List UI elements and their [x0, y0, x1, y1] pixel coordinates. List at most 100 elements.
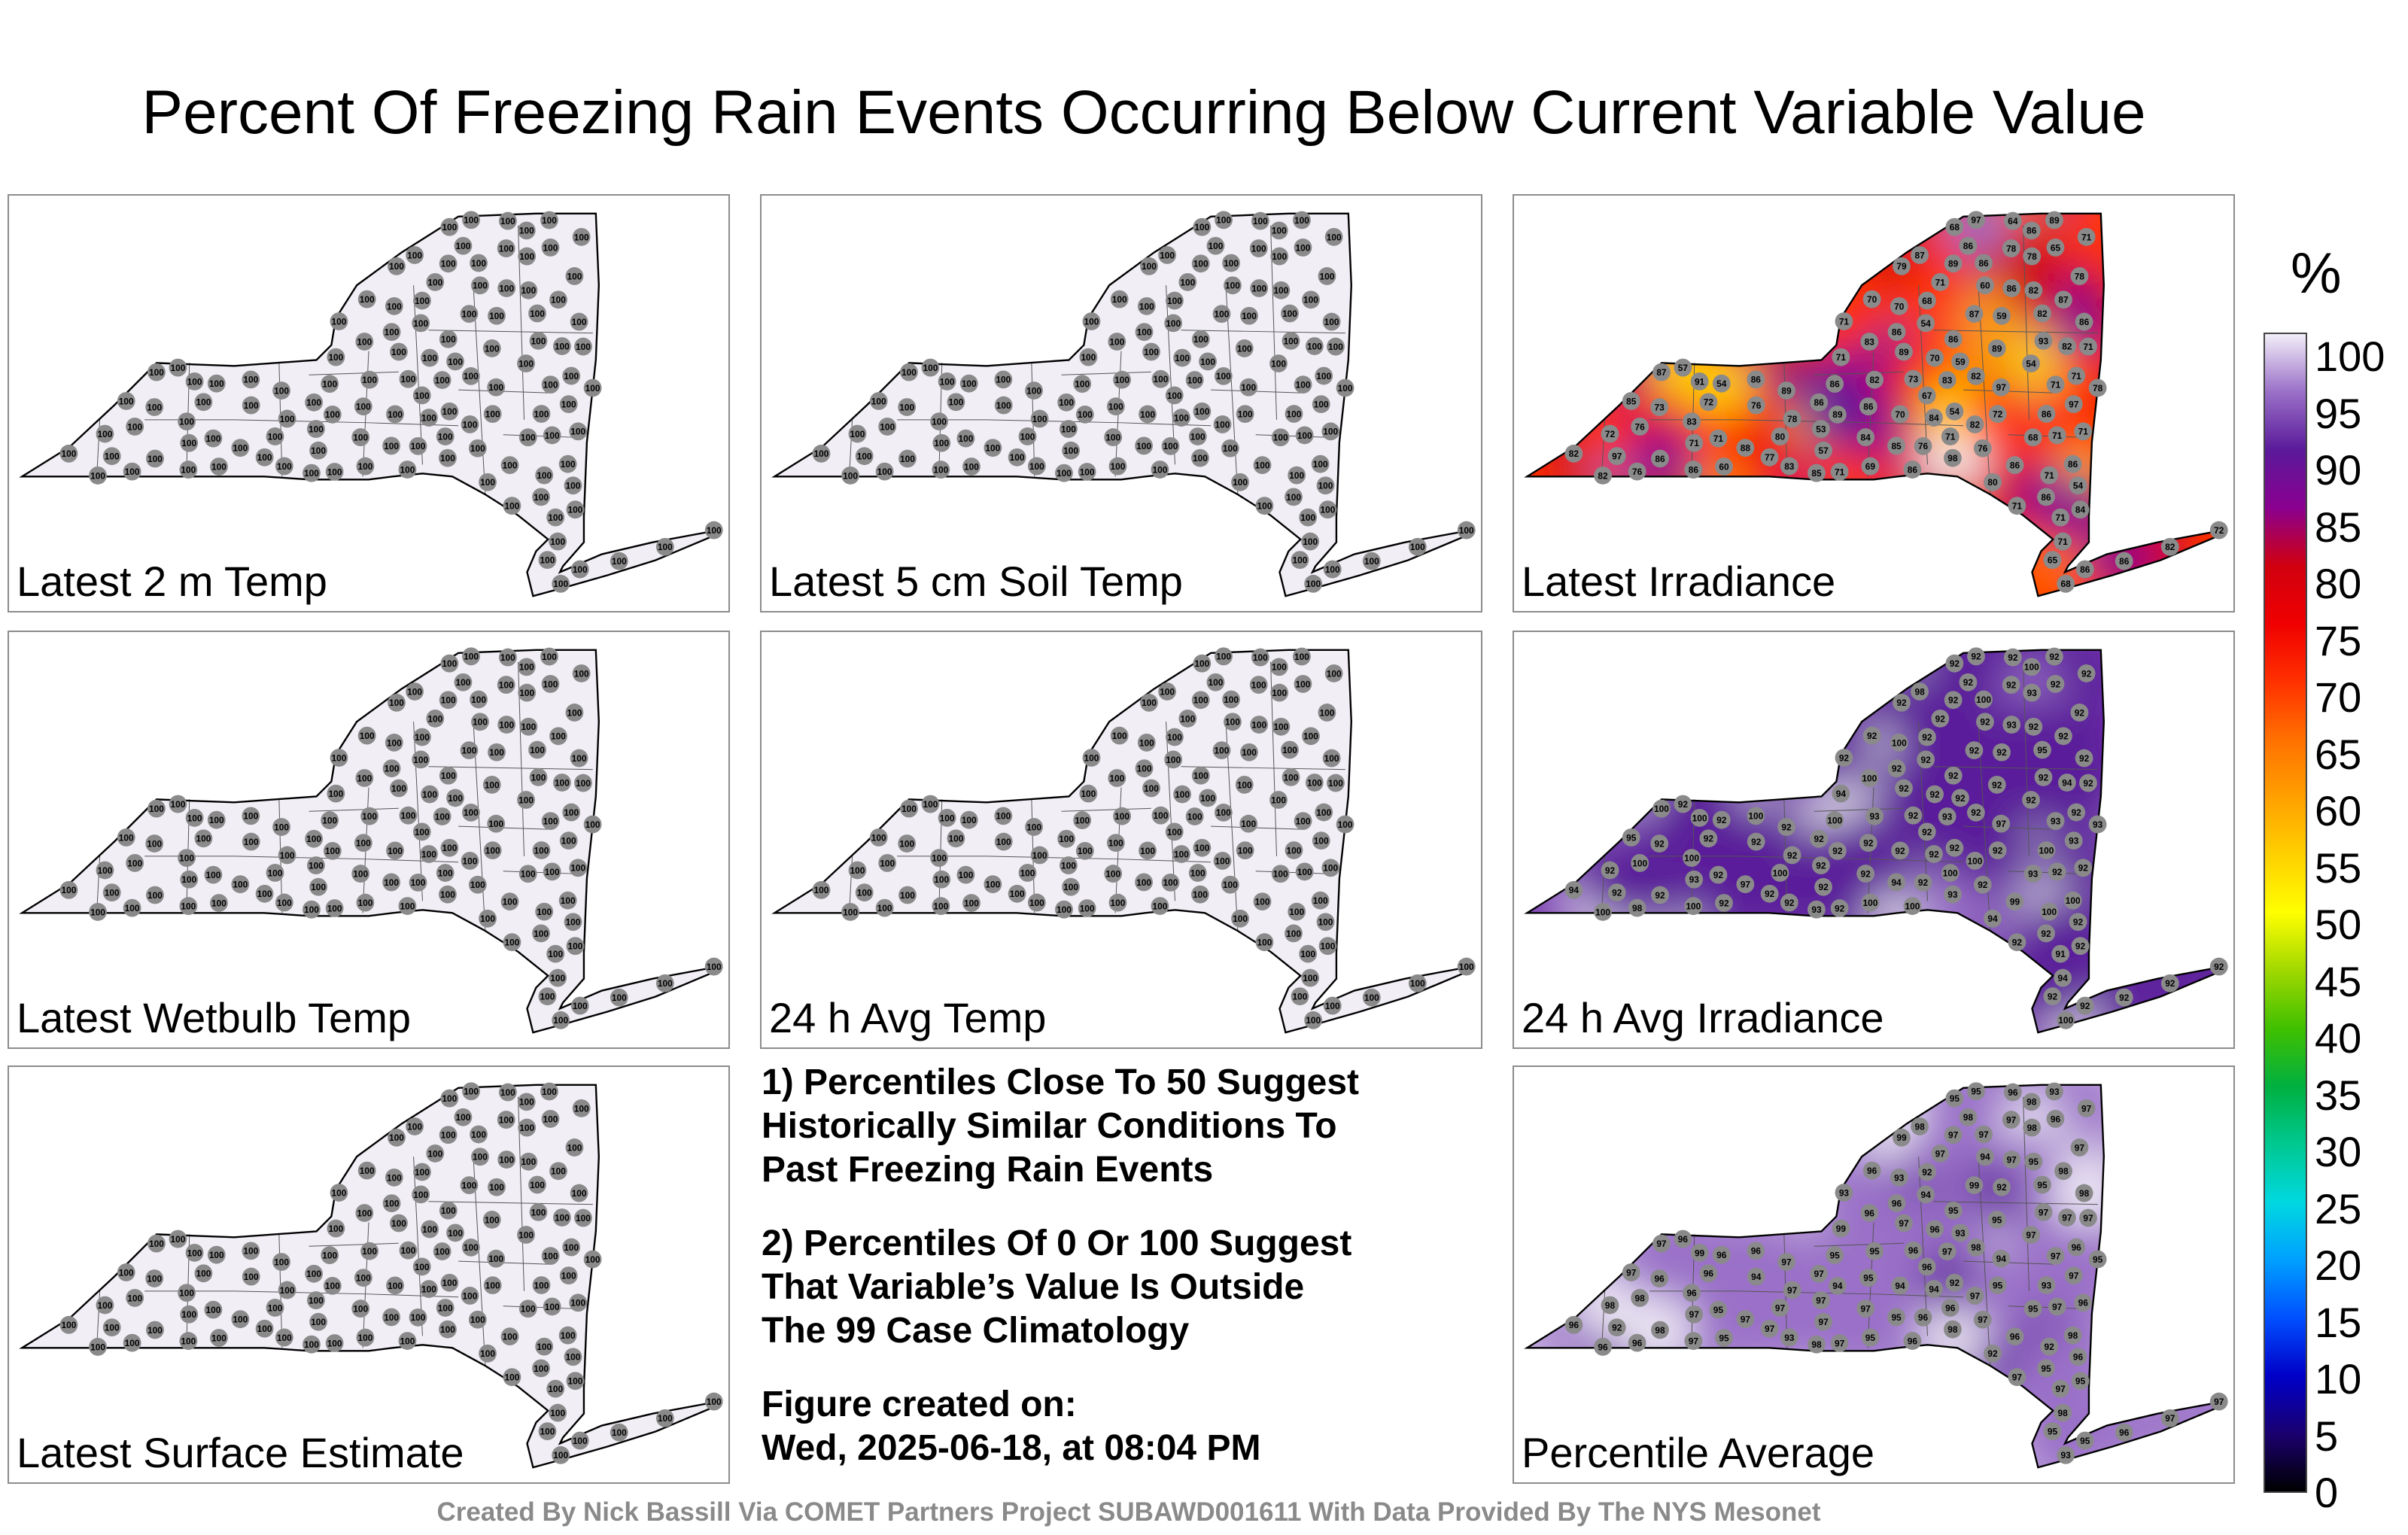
station-value: 100 — [1233, 477, 1248, 488]
station-value: 100 — [1187, 375, 1202, 385]
station-marker: 100 — [272, 1253, 290, 1271]
station-value: 95 — [1865, 1333, 1876, 1343]
station-marker: 95 — [1865, 1242, 1884, 1260]
station-value: 94 — [1929, 1284, 1939, 1294]
station-value: 97 — [2075, 1142, 2085, 1153]
station-value: 100 — [480, 1348, 495, 1359]
station-marker: 95 — [1861, 1328, 1880, 1347]
station-value: 100 — [442, 1093, 457, 1104]
creation-date-note: Figure created on: Wed, 2025-06-18, at 0… — [762, 1385, 1261, 1468]
station-marker: 100 — [1318, 500, 1337, 519]
station-value: 98 — [1605, 1300, 1616, 1311]
station-marker: 100 — [503, 933, 521, 952]
station-marker: 92 — [2043, 987, 2062, 1006]
station-value: 100 — [415, 732, 430, 743]
station-value: 86 — [1863, 402, 1874, 412]
station-marker: 100 — [462, 1082, 480, 1101]
station-value: 100 — [534, 929, 549, 939]
station-marker: 97 — [1992, 378, 2011, 397]
county-border — [1933, 766, 2098, 771]
station-value: 100 — [1144, 783, 1159, 794]
county-border — [368, 859, 459, 863]
station-marker: 100 — [399, 806, 418, 825]
station-marker: 100 — [532, 488, 550, 506]
station-value: 92 — [1922, 732, 1932, 743]
station-marker: 100 — [1199, 789, 1217, 807]
station-value: 100 — [1257, 938, 1272, 948]
station-value: 100 — [438, 1302, 453, 1313]
station-marker: 100 — [169, 1230, 187, 1248]
station-value: 100 — [576, 778, 591, 789]
station-value: 100 — [1166, 318, 1181, 329]
station-marker: 100 — [412, 314, 430, 333]
station-marker: 100 — [306, 1291, 325, 1309]
station-value: 100 — [179, 416, 194, 427]
station-marker: 100 — [2022, 658, 2041, 676]
station-value: 71 — [2052, 430, 2063, 441]
station-value: 100 — [1193, 453, 1208, 464]
station-value: 92 — [1678, 799, 1689, 810]
station-marker: 94 — [2057, 774, 2076, 792]
station-value: 100 — [463, 856, 478, 866]
station-value: 100 — [1327, 668, 1342, 679]
station-marker: 100 — [487, 378, 506, 397]
station-value: 100 — [211, 1333, 227, 1343]
station-marker: 100 — [204, 865, 223, 884]
station-value: 100 — [1862, 773, 1877, 783]
station-value: 95 — [1869, 1246, 1880, 1257]
station-value: 93 — [2051, 816, 2061, 826]
station-value: 100 — [1136, 441, 1151, 451]
station-value: 92 — [1655, 838, 1665, 849]
station-marker: 100 — [1270, 683, 1289, 702]
station-marker: 82 — [2160, 537, 2179, 556]
station-marker: 92 — [2054, 727, 2072, 746]
station-marker: 100 — [179, 460, 198, 479]
station-value: 100 — [325, 1281, 340, 1291]
station-value: 100 — [1773, 868, 1788, 878]
station-value: 100 — [448, 1228, 463, 1239]
station-marker: 92 — [1951, 789, 1969, 807]
station-value: 100 — [422, 353, 437, 363]
station-marker: 100 — [1062, 441, 1080, 460]
station-value: 100 — [504, 501, 519, 512]
station-marker: 97 — [2070, 1138, 2089, 1157]
station-value: 92 — [2048, 992, 2058, 1002]
station-marker: 68 — [1945, 217, 1964, 236]
station-value: 97 — [1689, 1336, 1699, 1346]
station-marker: 71 — [1830, 463, 1849, 481]
station-value: 100 — [149, 1239, 164, 1249]
station-marker: 85 — [1887, 436, 1905, 455]
station-value: 94 — [1980, 1152, 1990, 1163]
station-marker: 91 — [2051, 944, 2070, 963]
station-marker: 72 — [2209, 521, 2228, 540]
station-marker: 100 — [1272, 717, 1291, 736]
station-marker: 100 — [962, 894, 981, 912]
station-marker: 100 — [59, 880, 78, 899]
station-marker: 100 — [558, 1326, 577, 1345]
station-value: 100 — [1323, 863, 1338, 874]
station-marker: 100 — [565, 267, 584, 285]
station-marker: 95 — [1622, 828, 1640, 847]
station-marker: 100 — [1249, 239, 1268, 257]
station-marker: 92 — [1993, 1178, 2011, 1196]
station-marker: 100 — [1142, 779, 1160, 798]
station-marker: 92 — [2024, 717, 2043, 736]
station-marker: 96 — [1914, 1308, 1932, 1327]
station-value: 100 — [813, 885, 829, 895]
station-marker: 100 — [572, 1099, 591, 1117]
station-value: 100 — [438, 431, 453, 442]
station-marker: 100 — [875, 898, 894, 917]
station-marker: 100 — [306, 420, 325, 438]
station-value: 100 — [385, 764, 400, 774]
station-marker: 97 — [1622, 1263, 1640, 1281]
station-marker: 100 — [327, 1219, 345, 1238]
station-value: 100 — [561, 895, 576, 906]
station-value: 94 — [1987, 913, 1998, 924]
station-marker: 100 — [1236, 841, 1254, 860]
station-value: 100 — [550, 536, 565, 547]
station-value: 71 — [1839, 316, 1850, 327]
station-marker: 100 — [930, 412, 948, 431]
station-marker: 100 — [812, 880, 831, 899]
station-marker: 93 — [1865, 807, 1884, 825]
station-value: 98 — [2026, 1097, 2037, 1108]
